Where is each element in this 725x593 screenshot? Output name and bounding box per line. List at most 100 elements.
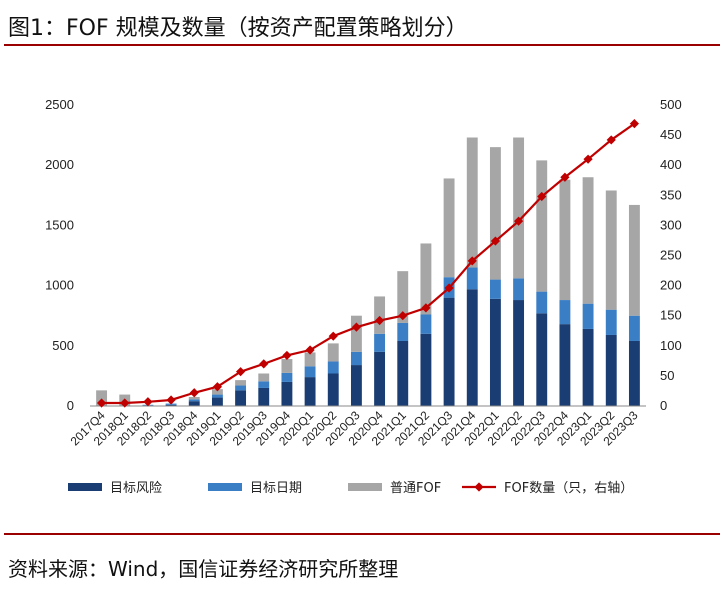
- target-risk-bar: [188, 401, 200, 406]
- fof-count-marker: [351, 322, 362, 332]
- fof-count-marker: [537, 191, 547, 202]
- y-left-tick-label: 500: [52, 338, 74, 353]
- fof-count-marker: [444, 283, 454, 293]
- regular-fof-bar: [605, 190, 617, 310]
- target-risk-bar: [281, 381, 293, 406]
- regular-fof-bar: [466, 137, 478, 268]
- y-left-tick-label: 1000: [45, 278, 74, 293]
- regular-fof-bar: [489, 147, 501, 280]
- target-risk-bar: [374, 351, 386, 406]
- fof-count-marker: [490, 236, 501, 246]
- target-date-bar: [605, 309, 617, 335]
- legend-regular-fof-label: 普通FOF: [390, 481, 441, 496]
- target-risk-bar: [235, 390, 247, 406]
- target-date-bar: [489, 279, 501, 299]
- regular-fof-bar: [628, 204, 640, 316]
- regular-fof-bar: [281, 359, 293, 373]
- target-date-bar: [536, 291, 548, 314]
- y-right-tick-label: 300: [660, 217, 682, 232]
- target-risk-bar: [466, 289, 478, 406]
- fof-count-marker: [166, 395, 176, 405]
- legend-fof-count-label: FOF数量（只，右轴）: [504, 481, 633, 496]
- y-right-tick-label: 500: [660, 97, 682, 112]
- y-right-tick-label: 50: [660, 368, 674, 383]
- fof-count-marker: [120, 398, 130, 408]
- target-date-bar: [235, 385, 247, 391]
- y-left-tick-label: 1500: [45, 217, 74, 232]
- legend-regular-fof-swatch: [348, 483, 382, 491]
- target-date-bar: [258, 381, 270, 388]
- regular-fof-bar: [350, 315, 362, 352]
- fof-count-marker: [606, 135, 616, 145]
- fof-count-marker: [398, 311, 408, 321]
- target-date-bar: [513, 278, 525, 301]
- target-risk-bar: [443, 297, 455, 406]
- regular-fof-bar: [582, 177, 594, 304]
- fof-count-marker: [513, 216, 524, 226]
- target-risk-bar: [582, 328, 594, 406]
- target-risk-bar: [420, 333, 432, 406]
- fof-count-marker: [328, 331, 338, 341]
- legend-target-risk-swatch: [68, 483, 102, 491]
- target-risk-bar: [211, 397, 223, 406]
- target-risk-bar: [258, 387, 270, 406]
- target-date-bar: [304, 366, 316, 378]
- y-right-tick-label: 450: [660, 127, 682, 142]
- source-note: 资料来源：Wind，国信证券经济研究所整理: [8, 557, 399, 581]
- regular-fof-bar: [96, 390, 108, 406]
- target-risk-bar: [628, 340, 640, 406]
- target-date-bar: [582, 303, 594, 329]
- legend-fof-count-marker: [474, 482, 484, 492]
- regular-fof-bar: [559, 179, 571, 301]
- y-right-tick-label: 400: [660, 157, 682, 172]
- fof-count-marker: [583, 154, 593, 164]
- y-right-tick-label: 100: [660, 338, 682, 353]
- y-right-tick-label: 200: [660, 278, 682, 293]
- target-risk-bar: [397, 340, 409, 406]
- y-left-tick-label: 2500: [45, 97, 74, 112]
- fof-count-marker: [259, 359, 269, 369]
- fof-count-marker: [282, 350, 292, 361]
- target-date-bar: [559, 300, 571, 325]
- source-divider: [4, 533, 720, 535]
- target-date-bar: [420, 314, 432, 334]
- fof-count-marker: [212, 382, 223, 392]
- fof-count-marker: [629, 119, 640, 129]
- fof-count-marker: [421, 303, 431, 313]
- regular-fof-bar: [188, 396, 200, 400]
- regular-fof-bar: [211, 389, 223, 395]
- regular-fof-bar: [304, 352, 316, 367]
- target-risk-bar: [350, 365, 362, 406]
- y-right-tick-label: 150: [660, 308, 682, 323]
- y-right-tick-label: 250: [660, 248, 682, 263]
- target-risk-bar: [304, 377, 316, 406]
- target-date-bar: [397, 322, 409, 341]
- regular-fof-bar: [258, 373, 270, 382]
- target-date-bar: [350, 351, 362, 366]
- fof-count-line: [101, 122, 636, 405]
- target-risk-bar: [605, 334, 617, 406]
- fof-count-marker: [560, 172, 570, 182]
- y-right-tick-label: 0: [660, 398, 667, 413]
- y-left-tick-label: 2000: [45, 157, 74, 172]
- regular-fof-bar: [513, 137, 525, 279]
- fof-count-marker: [235, 367, 246, 377]
- regular-fof-bar: [327, 343, 339, 362]
- fof-count-marker: [189, 388, 199, 398]
- fof-count-marker: [305, 345, 315, 355]
- fof-count-marker: [143, 397, 153, 407]
- fof-count-marker: [96, 398, 107, 408]
- target-date-bar: [466, 267, 478, 290]
- regular-fof-bar: [536, 160, 548, 292]
- y-right-tick-label: 350: [660, 187, 682, 202]
- target-risk-bar: [559, 324, 571, 406]
- regular-fof-bar: [443, 178, 455, 278]
- target-date-bar: [374, 333, 386, 352]
- target-date-bar: [211, 394, 223, 398]
- legend-target-risk-label: 目标风险: [110, 481, 162, 496]
- target-date-bar: [628, 315, 640, 341]
- regular-fof-bar: [420, 243, 432, 315]
- target-risk-bar: [327, 373, 339, 406]
- target-risk-bar: [489, 298, 501, 406]
